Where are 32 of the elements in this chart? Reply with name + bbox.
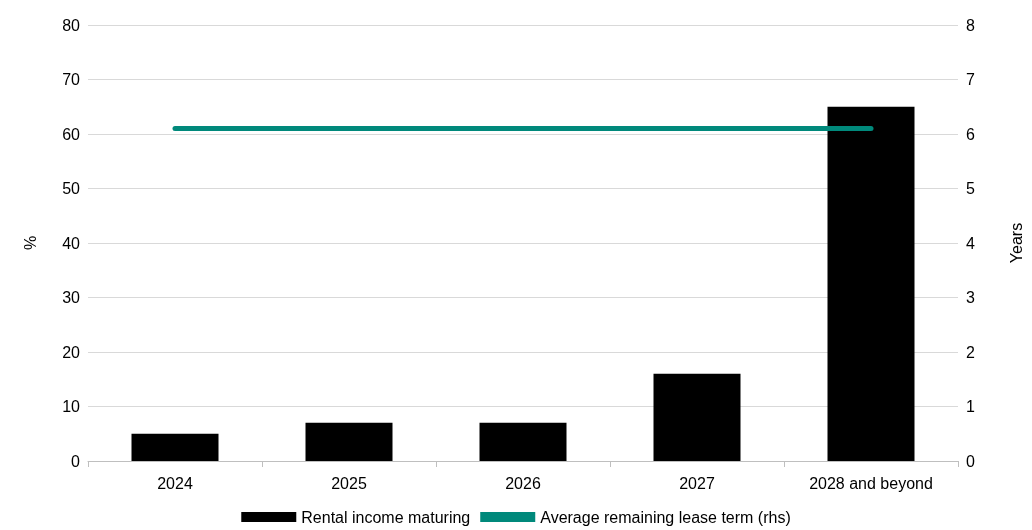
y2-tick-label: 5 xyxy=(966,180,975,197)
bar xyxy=(131,433,219,461)
y2-tick-label: 2 xyxy=(966,343,975,361)
x-tick-label: 2024 xyxy=(157,474,193,492)
x-tick-label: 2028 and beyond xyxy=(809,474,933,492)
y2-tick-label: 0 xyxy=(966,452,975,470)
y-tick-label: 70 xyxy=(62,71,81,88)
x-tick-label: 2025 xyxy=(331,474,367,492)
y2-tick-label: 1 xyxy=(966,398,975,415)
y2-tick-label: 3 xyxy=(966,289,975,306)
y-axis-title: % xyxy=(21,235,39,251)
bar xyxy=(479,422,567,461)
legend-label: Average remaining lease term (rhs) xyxy=(540,508,791,526)
y-tick-label: 20 xyxy=(62,343,81,361)
y-tick-label: 10 xyxy=(62,398,81,415)
bar xyxy=(653,373,741,461)
bar xyxy=(827,106,915,461)
y-tick-label: 0 xyxy=(71,452,81,470)
y-tick-label: 80 xyxy=(62,16,81,34)
bar xyxy=(305,422,393,461)
y2-tick-label: 4 xyxy=(966,234,975,252)
y2-tick-label: 8 xyxy=(966,16,975,34)
legend-label: Rental income maturing xyxy=(301,508,471,526)
x-tick-label: 2027 xyxy=(679,474,715,492)
y2-tick-label: 6 xyxy=(966,125,975,143)
y-tick-label: 50 xyxy=(62,180,81,197)
y2-tick-label: 7 xyxy=(966,71,975,88)
y2-axis-title: Years xyxy=(1007,222,1025,264)
y-tick-label: 30 xyxy=(62,289,81,306)
x-tick-label: 2026 xyxy=(505,474,541,492)
y-tick-label: 40 xyxy=(62,234,81,252)
y-tick-label: 60 xyxy=(62,125,81,143)
